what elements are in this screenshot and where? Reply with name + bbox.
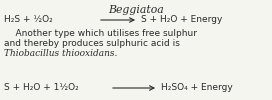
Text: Beggiatoa: Beggiatoa <box>108 5 164 15</box>
Text: and thereby produces sulphuric acid is: and thereby produces sulphuric acid is <box>4 38 180 48</box>
Text: H₂S + ½O₂: H₂S + ½O₂ <box>4 16 53 24</box>
Text: S + H₂O + 1½O₂: S + H₂O + 1½O₂ <box>4 84 79 92</box>
Text: Thiobacillus thiooxidans.: Thiobacillus thiooxidans. <box>4 48 118 58</box>
Text: S + H₂O + Energy: S + H₂O + Energy <box>141 16 222 24</box>
Text: Another type which utilises free sulphur: Another type which utilises free sulphur <box>4 28 197 38</box>
Text: H₂SO₄ + Energy: H₂SO₄ + Energy <box>161 84 233 92</box>
